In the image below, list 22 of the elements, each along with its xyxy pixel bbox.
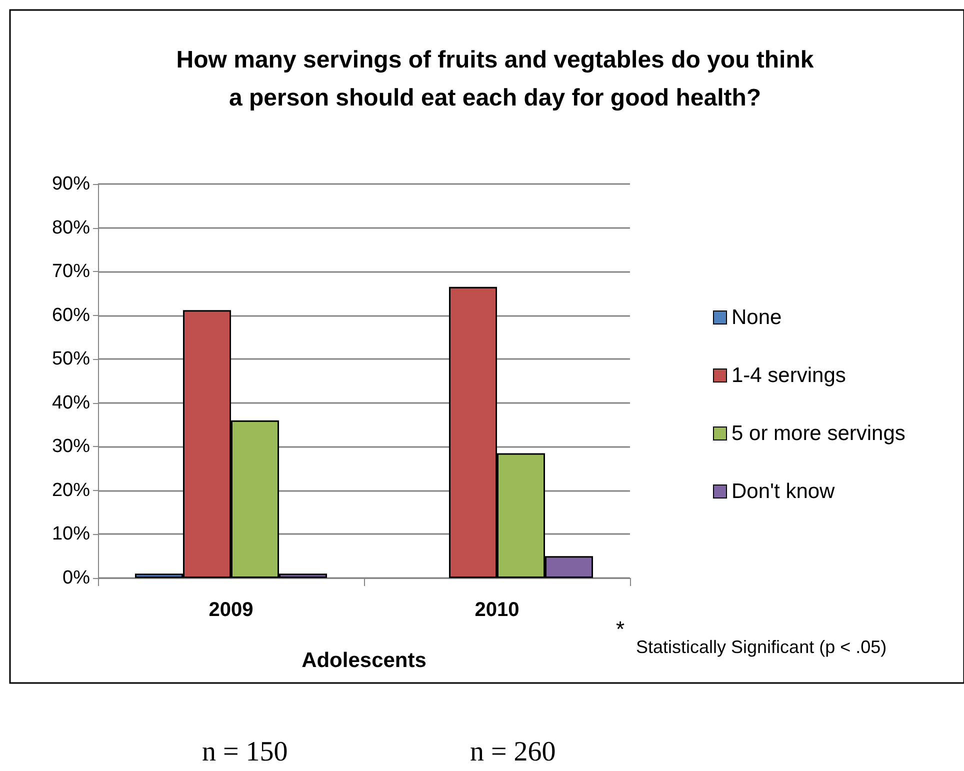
y-tick-label: 50%: [52, 348, 90, 370]
x-axis-title: Adolescents: [302, 649, 426, 672]
x-tick-label: 2010: [474, 599, 520, 621]
x-tick-label: 2009: [208, 599, 254, 621]
y-tick-label: 80%: [52, 217, 90, 238]
y-tick-label: 90%: [52, 174, 90, 194]
y-tick-label: 10%: [52, 524, 90, 545]
legend-label: Don't know: [732, 480, 836, 503]
y-tick-label: 20%: [52, 480, 90, 501]
legend-label: 1-4 servings: [732, 364, 846, 387]
y-tick-label: 40%: [52, 392, 90, 414]
text: n = 260: [470, 736, 556, 768]
text: *: [616, 616, 625, 642]
chart-title: How many servings of fruits and vegtables do you think a person should eat each day for good health?: [176, 46, 814, 112]
y-tick-label: 60%: [52, 304, 90, 326]
y-tick-label: 30%: [52, 436, 90, 458]
legend-label: 5 or more servings: [732, 422, 906, 445]
text: n = 150: [202, 736, 288, 768]
text: Statistically Significant (p < .05): [636, 637, 887, 657]
y-tick-label: 0%: [62, 568, 90, 588]
y-tick-label: 70%: [52, 261, 90, 282]
legend-label: None: [732, 306, 782, 329]
